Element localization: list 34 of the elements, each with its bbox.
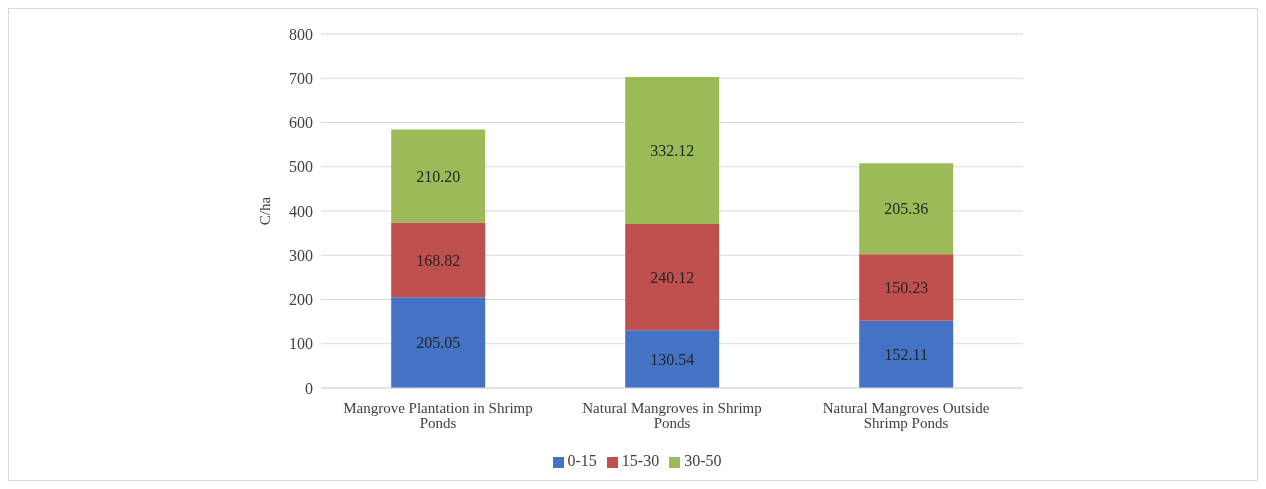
y-tick-label: 800 <box>289 25 313 43</box>
legend-label: 30-50 <box>684 452 722 469</box>
data-label: 150.23 <box>884 279 929 297</box>
data-label: 210.20 <box>416 167 461 185</box>
y-tick-label: 500 <box>289 158 313 176</box>
bar <box>859 254 954 321</box>
y-axis-title: C/ha <box>257 196 274 226</box>
legend-label: 0-15 <box>567 452 597 469</box>
y-tick-label: 300 <box>289 246 313 264</box>
data-label: 332.12 <box>650 142 695 160</box>
x-tick-label: Natural Mangroves in Shrimp Ponds <box>582 399 762 431</box>
bar <box>859 320 954 388</box>
x-tick-label: Mangrove Plantation in Shrimp Ponds <box>343 399 533 431</box>
y-tick-label: 700 <box>289 69 313 87</box>
data-label: 205.36 <box>884 200 929 218</box>
bar <box>391 222 486 298</box>
y-tick-label: 0 <box>305 379 313 397</box>
data-label: 168.82 <box>416 251 461 269</box>
y-tick-label: 400 <box>289 202 313 220</box>
y-tick-label: 100 <box>289 335 313 353</box>
bar <box>625 77 720 224</box>
y-tick-label: 200 <box>289 291 313 309</box>
bar <box>859 163 954 255</box>
legend-label: 15-30 <box>621 452 660 469</box>
data-label: 152.11 <box>884 346 928 364</box>
data-label: 240.12 <box>650 268 695 286</box>
bar <box>391 297 486 388</box>
data-label: 130.54 <box>650 350 695 368</box>
data-label: 205.05 <box>416 334 461 352</box>
y-tick-label: 600 <box>289 114 313 132</box>
x-tick-label: Natural Mangroves Outside Shrimp Ponds <box>822 399 990 431</box>
bar <box>625 223 720 331</box>
bar <box>391 129 486 223</box>
bar <box>625 330 720 388</box>
